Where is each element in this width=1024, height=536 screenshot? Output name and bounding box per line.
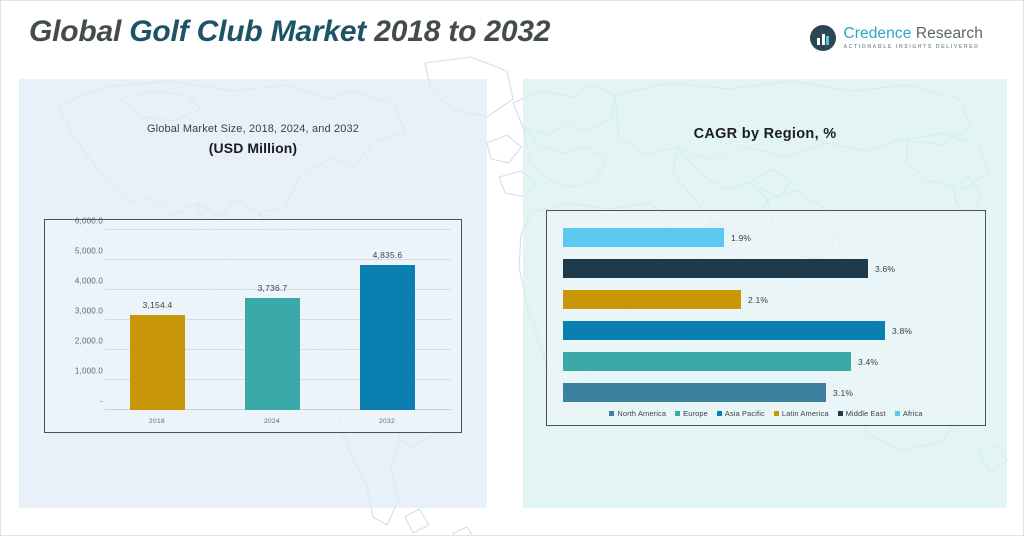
legend-item-middle-east[interactable]: Middle East <box>837 409 886 418</box>
ytick-label-4000: 4,000.0 <box>74 276 103 286</box>
hbar-value-label-latin-america: 2.1% <box>748 294 769 305</box>
legend-swatch-icon-middle-east <box>837 411 843 416</box>
bar-2018[interactable]: 3,154.4 <box>130 300 185 410</box>
hbar-value-label-north-america: 3.1% <box>833 387 854 398</box>
legend-item-latin-america[interactable]: Latin America <box>773 409 829 418</box>
legend-item-asia-pacific[interactable]: Asia Pacific <box>716 409 765 418</box>
right-panel: CAGR by Region, % 1.9% 3.6% 2.1% 3.8% <box>523 79 1007 508</box>
gridline-6000 <box>105 229 451 230</box>
bar-fill-2032 <box>360 264 415 410</box>
bar-2024[interactable]: 3,736.7 <box>245 283 300 410</box>
logo-tagline: Actionable Insights Delivered <box>843 43 980 50</box>
legend-label-europe: Europe <box>683 409 708 418</box>
credence-research-logo: Credence Research Actionable Insights De… <box>810 25 983 51</box>
ytick-label-5000: 5,000.0 <box>74 246 103 256</box>
hbar-value-label-europe: 3.4% <box>858 356 879 367</box>
xtick-label-2018: 2018 <box>148 418 166 425</box>
legend-swatch-icon-asia-pacific <box>716 411 722 416</box>
left-panel: Global Market Size, 2018, 2024, and 2032… <box>19 79 487 508</box>
hbar-fill-north-america <box>563 383 826 402</box>
market-size-bar-chart: - 1,000.0 2,000.0 3,000.0 4,000.0 5,000.… <box>44 216 462 433</box>
hbar-value-label-africa: 1.9% <box>731 232 752 243</box>
logo-text: Credence Research Actionable Insights De… <box>843 26 983 50</box>
hbar-fill-africa <box>563 228 724 247</box>
legend-label-north-america: North America <box>617 409 667 418</box>
hbar-fill-middle-east <box>563 259 868 278</box>
legend-label-middle-east: Middle East <box>845 409 886 418</box>
legend-swatch-icon-latin-america <box>773 411 779 416</box>
xtick-label-2032: 2032 <box>378 418 396 425</box>
page-title-part-1: Global <box>29 15 130 48</box>
xtick-label-2024: 2024 <box>263 418 281 425</box>
right-panel-heading: CAGR by Region, % <box>523 126 1007 142</box>
left-panel-heading-line-2: (USD Million) <box>208 140 298 156</box>
bar-value-label-2032: 4,835.6 <box>372 249 403 260</box>
hbar-fill-latin-america <box>563 290 741 309</box>
ytick-label-0: - <box>100 396 103 406</box>
legend-label-latin-america: Latin America <box>781 409 829 418</box>
logo-name: Credence Research <box>843 26 983 42</box>
ytick-label-6000: 6,000.0 <box>74 216 103 226</box>
header: Global Golf Club Market 2018 to 2032 Cre… <box>1 1 1023 73</box>
logo-name-credence: Credence <box>843 25 912 43</box>
bar-2032[interactable]: 4,835.6 <box>360 250 415 410</box>
ytick-label-2000: 2,000.0 <box>74 336 103 346</box>
hbar-middle-east[interactable]: 3.6% <box>563 259 895 278</box>
legend-swatch-icon-north-america <box>609 411 615 416</box>
legend-label-asia-pacific: Asia Pacific <box>724 409 765 418</box>
bar-value-label-2018: 3,154.4 <box>142 300 173 311</box>
hbar-fill-europe <box>563 352 851 371</box>
hbar-fill-asia-pacific <box>563 321 885 340</box>
ytick-label-1000: 1,000.0 <box>74 366 103 376</box>
legend-item-europe[interactable]: Europe <box>675 409 708 418</box>
logo-name-research: Research <box>911 25 983 43</box>
bar-value-label-2024: 3,736.7 <box>257 282 288 293</box>
hbar-latin-america[interactable]: 2.1% <box>563 290 768 309</box>
legend-swatch-icon-europe <box>675 411 681 416</box>
page-title: Global Golf Club Market 2018 to 2032 <box>29 15 550 49</box>
right-panel-heading-text: CAGR by Region, % <box>693 126 837 142</box>
legend-item-north-america[interactable]: North America <box>609 409 666 418</box>
legend-label-africa: Africa <box>902 409 923 418</box>
left-panel-heading: Global Market Size, 2018, 2024, and 2032… <box>19 123 487 156</box>
legend-item-africa[interactable]: Africa <box>894 409 923 418</box>
hbar-value-label-middle-east: 3.6% <box>875 263 896 274</box>
cagr-by-region-bar-chart: 1.9% 3.6% 2.1% 3.8% 3.4% 3.1% <box>546 210 986 426</box>
legend-swatch-icon-africa <box>894 411 900 416</box>
hbar-europe[interactable]: 3.4% <box>563 352 878 371</box>
hbar-asia-pacific[interactable]: 3.8% <box>563 321 912 340</box>
hbar-africa[interactable]: 1.9% <box>563 228 751 247</box>
page-title-part-2: Golf Club Market <box>129 15 375 48</box>
hbar-value-label-asia-pacific: 3.8% <box>892 325 913 336</box>
bar-fill-2024 <box>245 297 300 410</box>
ytick-label-3000: 3,000.0 <box>74 306 103 316</box>
bar-fill-2018 <box>130 315 185 410</box>
hbar-north-america[interactable]: 3.1% <box>563 383 853 402</box>
left-panel-heading-line-1: Global Market Size, 2018, 2024, and 2032 <box>146 123 360 135</box>
bar-chart-circle-icon <box>810 25 837 51</box>
chart-legend: North America Europe Asia Pacific Latin … <box>547 409 985 418</box>
page-title-part-3: 2018 to 2032 <box>374 15 551 48</box>
